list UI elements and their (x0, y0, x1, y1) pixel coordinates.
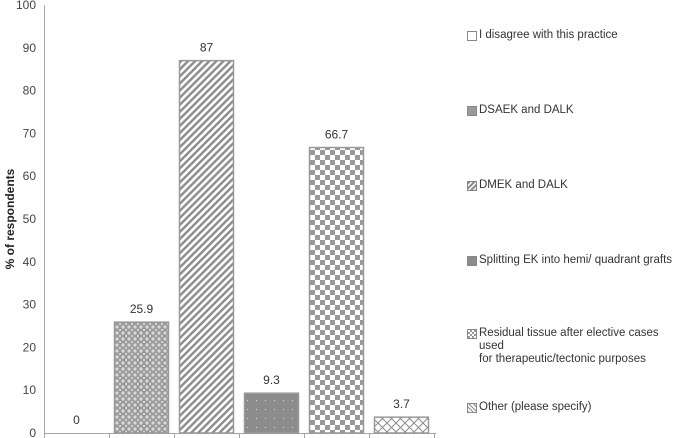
y-tick-label: 50 (23, 212, 37, 226)
y-tick-label: 100 (16, 0, 36, 12)
y-tick-label: 30 (23, 298, 37, 312)
bar-4 (308, 146, 365, 434)
y-tick-label: 10 (23, 383, 37, 397)
swatch-dotted-diamond-icon (467, 106, 477, 116)
legend-item-dsaek-dalk: DSAEK and DALK (467, 104, 574, 117)
legend-label: Other (please specify) (479, 401, 592, 413)
legend-item-splitting-ek: Splitting EK into hemi/ quadrant grafts (467, 254, 672, 267)
legend-item-residual-tissue: Residual tissue after elective cases use… (467, 327, 685, 366)
legend-label: DSAEK and DALK (479, 104, 574, 116)
data-label: 0 (73, 413, 80, 427)
legend-label: DMEK and DALK (479, 179, 568, 191)
bar-1 (113, 321, 170, 434)
swatch-empty-icon (467, 31, 477, 41)
swatch-lattice-icon (467, 403, 477, 413)
y-tick-label: 20 (23, 340, 37, 354)
y-axis-ticks: 0 10 20 30 40 50 60 70 80 90 100 (16, 0, 36, 438)
x-axis-ticks (44, 433, 435, 438)
bar-3 (243, 392, 300, 434)
y-tick-label: 40 (23, 255, 37, 269)
y-tick-label: 0 (29, 426, 36, 438)
data-label: 9.3 (263, 373, 280, 387)
y-tick-label: 70 (23, 126, 37, 140)
y-tick-label: 60 (23, 169, 37, 183)
y-tick-label: 80 (23, 84, 37, 98)
legend-item-dmek-dalk: DMEK and DALK (467, 179, 568, 192)
legend-item-other: Other (please specify) (467, 401, 592, 414)
bar-2 (178, 59, 235, 434)
data-label: 25.9 (130, 302, 154, 316)
legend-item-disagree: I disagree with this practice (467, 29, 618, 42)
legend-label: Residual tissue after elective cases use… (479, 327, 659, 365)
data-label: 66.7 (325, 128, 349, 142)
data-label: 3.7 (393, 397, 410, 411)
legend-label: Splitting EK into hemi/ quadrant grafts (479, 254, 673, 266)
swatch-checkerboard-icon (467, 329, 477, 339)
data-label: 87 (200, 41, 214, 55)
bar-chart: % of respondents 0102030405060708090100 … (3, 0, 436, 438)
swatch-diagonal-stripes-icon (467, 181, 477, 191)
bars: 0 25.9 87 9.3 66.7 3.7 (73, 41, 430, 434)
swatch-solid-dots-icon (467, 256, 477, 266)
y-axis-label: % of respondents (3, 168, 17, 269)
y-tick-label: 90 (23, 41, 37, 55)
legend-label: I disagree with this practice (479, 29, 618, 41)
bar-5 (373, 416, 430, 434)
